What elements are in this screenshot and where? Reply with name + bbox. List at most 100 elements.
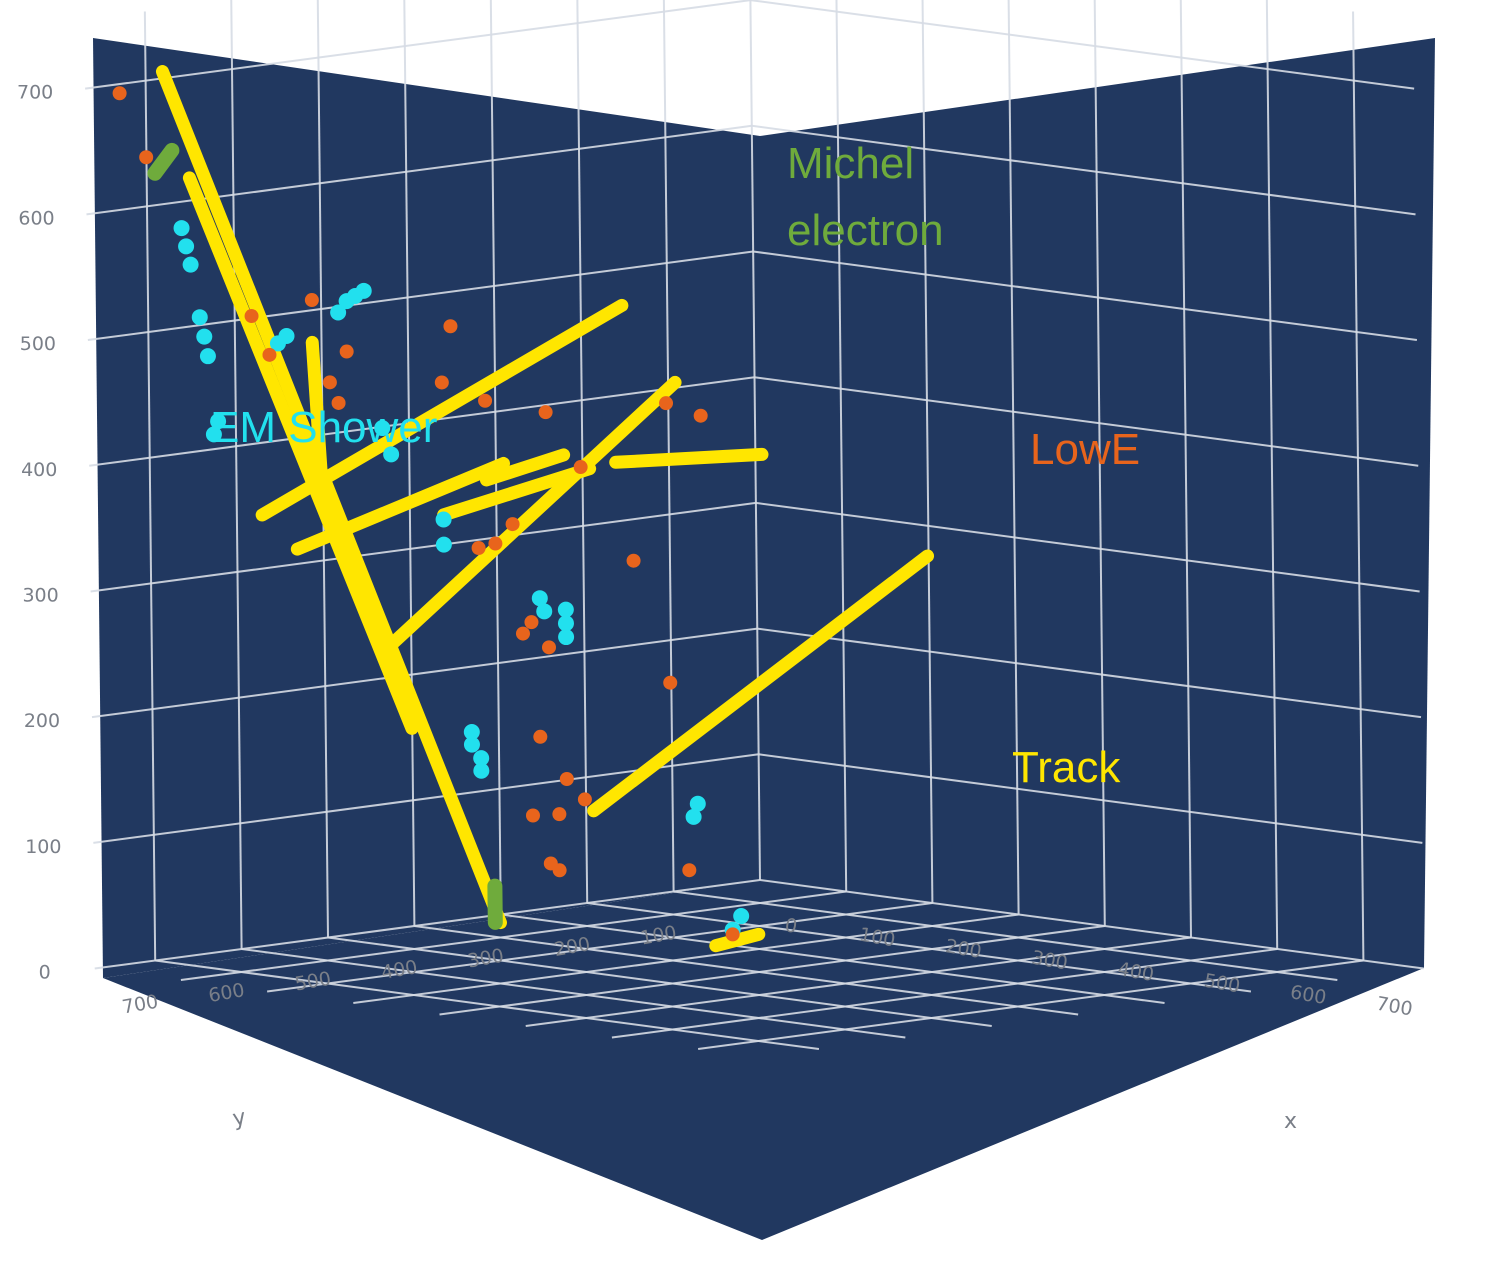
- annotation-track: Track: [1012, 743, 1121, 792]
- grid-line-right-wall-z: [750, 0, 1415, 90]
- em_shower-point: [733, 908, 750, 925]
- grid-line-floor-x: [439, 925, 1105, 1016]
- z-tick-label: 200: [24, 710, 60, 732]
- em_shower-point: [435, 511, 452, 528]
- em_shower-point: [383, 446, 400, 463]
- lowe-point: [262, 347, 277, 362]
- grid-line-right-wall-z: [757, 627, 1422, 719]
- grid-line-floor-x: [180, 890, 847, 982]
- z-tick-label: 600: [18, 207, 54, 229]
- annotation-michel-line2: electron: [787, 206, 944, 255]
- em_shower-point: [196, 328, 213, 345]
- grid-line-right-wall-x: [835, 0, 848, 892]
- grid-line-left-wall-y: [489, 0, 502, 915]
- em_shower-point: [558, 629, 575, 646]
- lowe-point: [626, 553, 641, 568]
- grid-lines: [84, 0, 1424, 1051]
- em_shower-point: [463, 736, 480, 753]
- grid-line-left-wall-y: [143, 11, 157, 961]
- lowe-point: [659, 396, 674, 411]
- track-track: [437, 462, 597, 522]
- x-axis-title: x: [1284, 1109, 1297, 1134]
- lowe-point: [525, 808, 540, 823]
- lowe-point: [573, 460, 588, 475]
- grid-line-floor-x: [611, 948, 1278, 1039]
- grid-line-right-wall-x: [1179, 0, 1192, 938]
- lowe-point: [541, 640, 556, 655]
- em_shower-point: [536, 603, 553, 620]
- grid-line-right-wall-x: [1093, 0, 1106, 927]
- track-track: [182, 171, 419, 735]
- grid-line-left-wall-y: [576, 0, 589, 904]
- track-track: [479, 448, 571, 487]
- grid-line-floor-y: [155, 959, 820, 1051]
- em_shower-point: [435, 536, 452, 553]
- grid-line-left-wall-y: [662, 0, 675, 892]
- em_shower-point: [374, 420, 391, 437]
- lowe-point: [478, 393, 493, 408]
- grid-line-floor-y: [500, 913, 1165, 1005]
- box-edge-floor-y: [94, 879, 761, 970]
- track-track: [609, 447, 769, 469]
- grid-line-floor-x: [697, 959, 1364, 1051]
- grid-line-floor-y: [587, 902, 1252, 993]
- lowe-point: [663, 675, 678, 690]
- box-edge-floor-x: [759, 879, 1424, 970]
- lowe-point: [693, 408, 708, 423]
- z-tick-label: 400: [21, 459, 57, 481]
- z-tick-label: 0: [39, 962, 51, 984]
- em_shower-point: [531, 590, 548, 607]
- grid-line-floor-x: [266, 902, 933, 993]
- box-edge-corner: [749, 0, 761, 881]
- lowe-point: [515, 626, 530, 641]
- em_shower-point: [210, 413, 227, 430]
- grid-line-right-wall-z: [751, 124, 1416, 216]
- y-axis-title: y: [231, 1105, 248, 1132]
- lowe-point: [725, 927, 740, 942]
- grid-line-left-wall-z: [84, 0, 751, 90]
- em_shower-point: [178, 238, 195, 255]
- em_shower-point: [557, 615, 574, 632]
- em_shower-point: [473, 750, 490, 767]
- lowe-point: [322, 375, 337, 390]
- lowe-point: [443, 319, 458, 334]
- em_shower-point: [330, 304, 347, 321]
- track-track: [587, 549, 935, 818]
- em_shower-point: [182, 256, 199, 273]
- grid-line-floor-y: [241, 948, 906, 1039]
- grid-line-floor-x: [353, 913, 1019, 1005]
- lowe-point: [533, 729, 548, 744]
- grid-line-left-wall-y: [230, 0, 243, 950]
- z-tick-label: 300: [22, 584, 58, 606]
- y-tick-label: 700: [120, 991, 160, 1019]
- x-tick-label: 0: [783, 914, 799, 938]
- grid-line-right-wall-z: [753, 250, 1418, 342]
- lowe-point: [339, 344, 354, 359]
- track-track: [386, 375, 682, 650]
- em_shower-point: [191, 309, 208, 326]
- data-marks: [112, 65, 935, 953]
- lowe-point: [471, 540, 486, 555]
- grid-line-left-wall-y: [403, 0, 416, 927]
- grid-line-right-wall-z: [758, 753, 1423, 844]
- em_shower-point: [685, 808, 702, 825]
- grid-line-right-wall-x: [1007, 0, 1020, 915]
- em_shower-point: [689, 795, 706, 812]
- grid-line-floor-x: [525, 936, 1192, 1028]
- z-tick-label: 700: [17, 82, 53, 104]
- z-tick-label: 100: [25, 836, 61, 858]
- grid-line-left-wall-z: [87, 250, 754, 342]
- z-tick-label: 500: [20, 333, 56, 355]
- grid-line-right-wall-x: [1352, 11, 1365, 961]
- lowe-point: [577, 792, 592, 807]
- lowe-point: [112, 86, 127, 101]
- lowe-point: [331, 395, 346, 410]
- grid-line-right-wall-z: [754, 376, 1419, 467]
- grid-line-right-wall-x: [921, 0, 934, 904]
- grid-line-floor-y: [673, 890, 1338, 982]
- grid-line-left-wall-z: [90, 501, 757, 593]
- annotation-em-shower: EM Shower: [210, 403, 437, 452]
- lowe-point: [543, 856, 558, 871]
- em_shower-point: [173, 220, 190, 237]
